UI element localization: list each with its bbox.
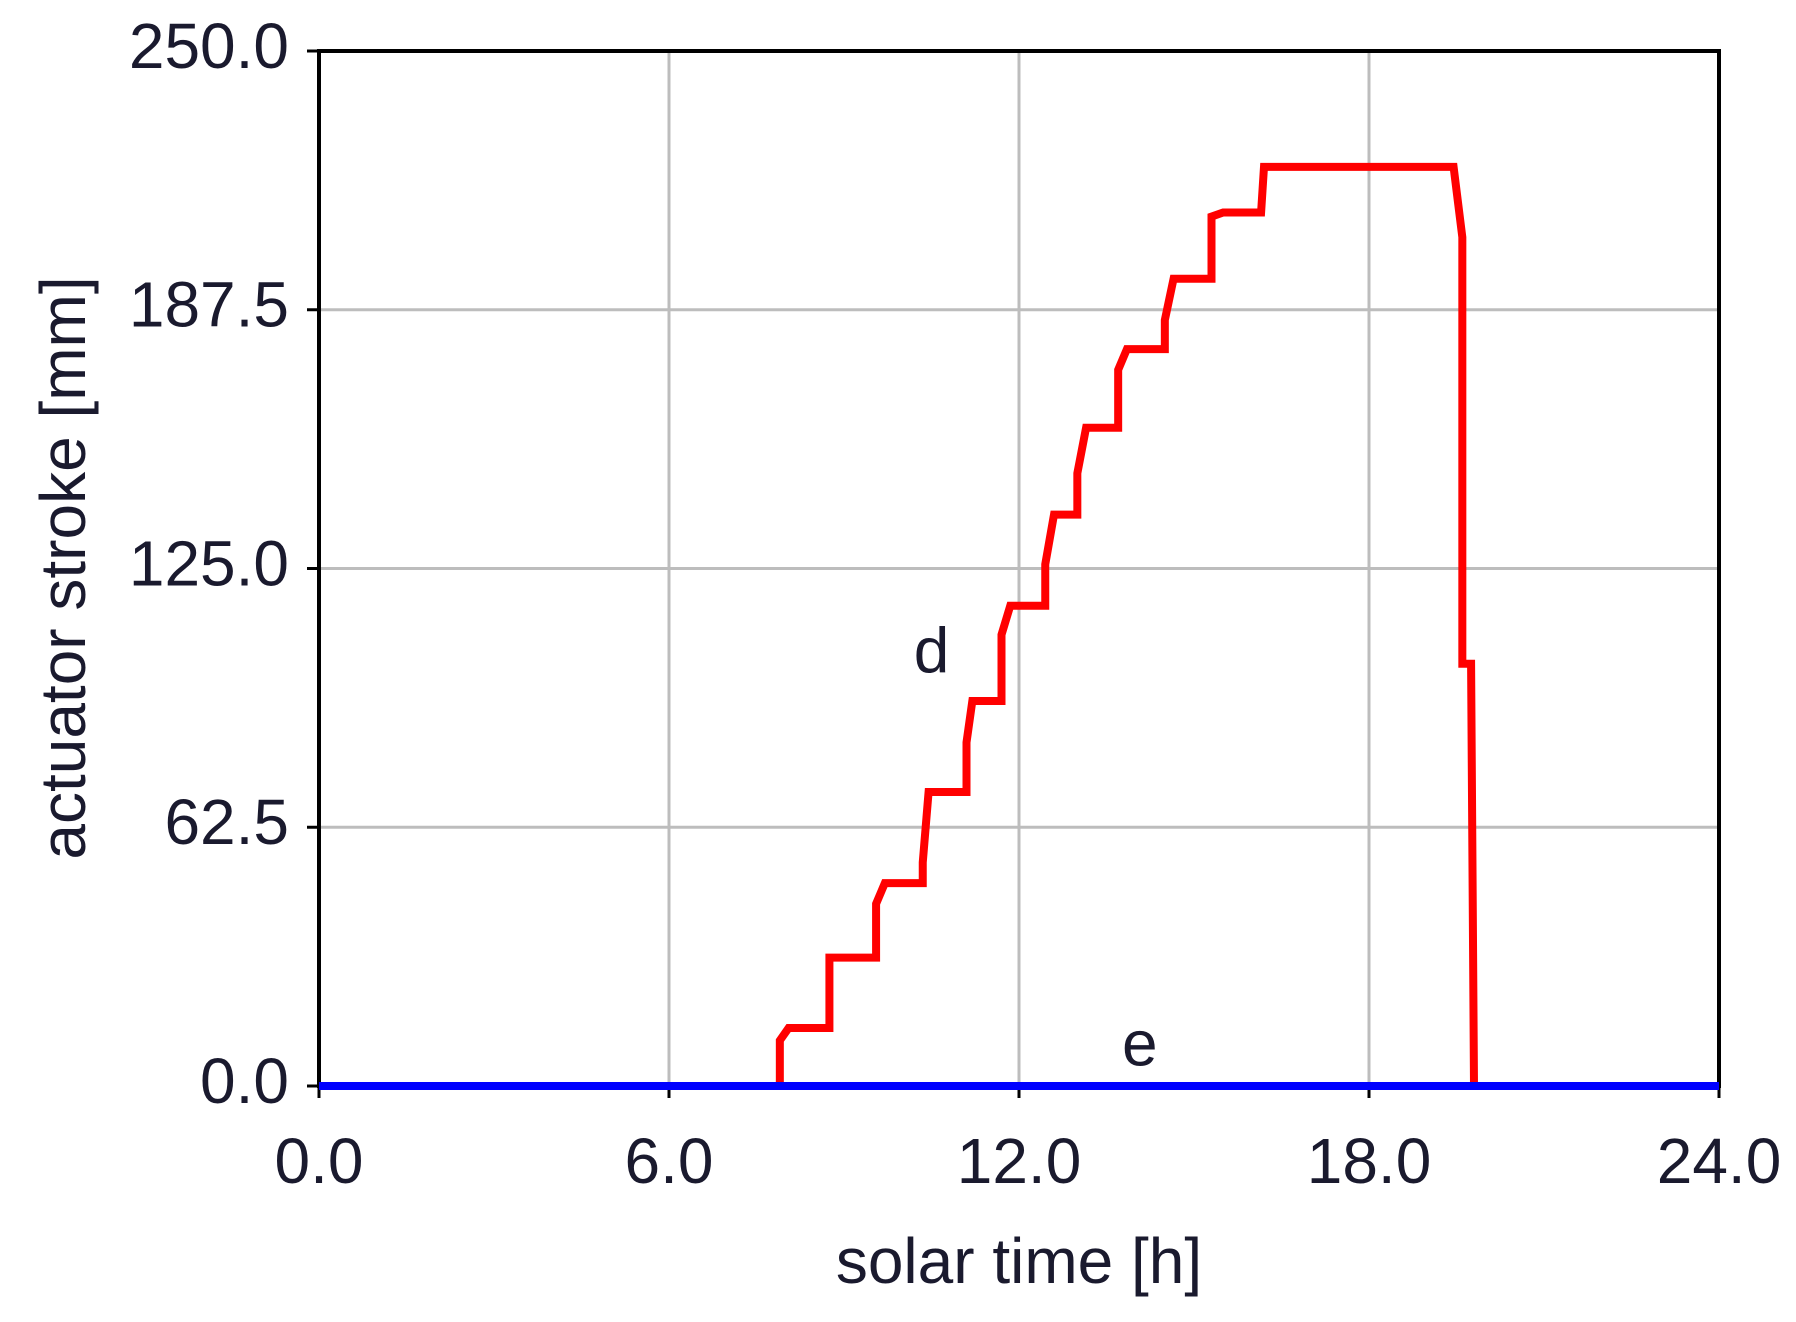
y-tick-label: 0.0 (200, 1045, 289, 1117)
x-axis-label: solar time [h] (836, 1225, 1202, 1297)
x-tick-label: 18.0 (1307, 1125, 1432, 1197)
y-axis-label: actuator stroke [mm] (27, 276, 99, 859)
y-tick-label: 125.0 (129, 527, 289, 599)
y-tick-label: 62.5 (164, 786, 289, 858)
x-tick-label: 0.0 (275, 1125, 364, 1197)
y-tick-label: 250.0 (129, 10, 289, 82)
y-tick-label: 187.5 (129, 269, 289, 341)
x-tick-label: 6.0 (625, 1125, 714, 1197)
x-tick-label: 12.0 (957, 1125, 1082, 1197)
annotation: e (1122, 1008, 1158, 1080)
x-tick-label: 24.0 (1657, 1125, 1782, 1197)
annotation: d (914, 614, 950, 686)
data-line (319, 162, 1719, 1090)
